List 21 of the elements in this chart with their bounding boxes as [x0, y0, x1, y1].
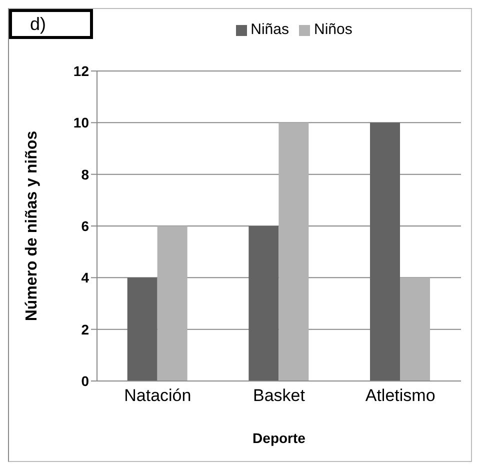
bar	[278, 122, 309, 381]
y-tick-label: 4	[81, 270, 90, 286]
bar	[370, 122, 400, 381]
x-tick-label: Basket	[253, 386, 306, 406]
bar	[157, 226, 188, 381]
x-tick-label: Natación	[124, 386, 192, 406]
bar	[127, 278, 158, 381]
y-tick-label: 8	[81, 166, 90, 182]
y-axis-title: Número de niñas y niños	[24, 130, 41, 322]
y-tick-label: 10	[73, 114, 90, 131]
legend-label: Niños	[314, 21, 352, 38]
y-tick-label: 6	[81, 218, 90, 234]
x-axis-title: Deporte	[252, 430, 306, 446]
bar	[400, 278, 430, 381]
legend-label: Niñas	[250, 21, 289, 38]
x-tick-label: Atletismo	[365, 386, 436, 406]
bar	[248, 226, 279, 381]
chart-title: d)	[9, 9, 93, 39]
y-tick-label: 2	[81, 321, 90, 338]
y-tick-label: 0	[81, 372, 90, 389]
y-tick-label: 12	[73, 62, 90, 79]
